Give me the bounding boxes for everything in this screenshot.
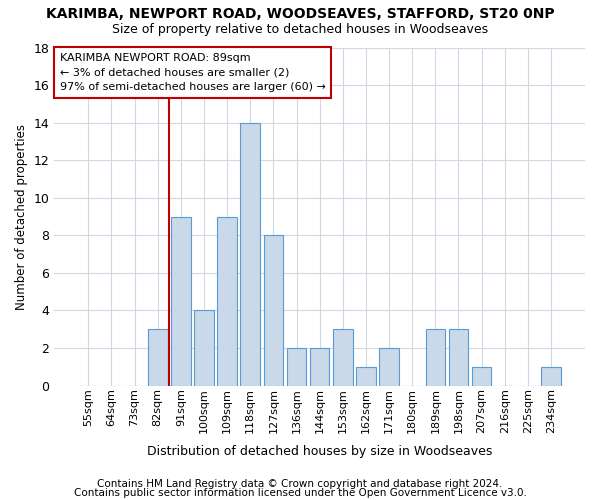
Bar [241,122,260,386]
Bar [171,216,191,386]
Bar [472,367,491,386]
Bar [379,348,399,386]
Bar [333,330,353,386]
X-axis label: Distribution of detached houses by size in Woodseaves: Distribution of detached houses by size … [147,444,493,458]
Bar [356,367,376,386]
Bar [194,310,214,386]
Text: Size of property relative to detached houses in Woodseaves: Size of property relative to detached ho… [112,22,488,36]
Bar [148,330,167,386]
Bar [263,236,283,386]
Bar [310,348,329,386]
Bar [217,216,237,386]
Text: Contains HM Land Registry data © Crown copyright and database right 2024.: Contains HM Land Registry data © Crown c… [97,479,503,489]
Text: Contains public sector information licensed under the Open Government Licence v3: Contains public sector information licen… [74,488,526,498]
Bar [425,330,445,386]
Bar [541,367,561,386]
Y-axis label: Number of detached properties: Number of detached properties [15,124,28,310]
Bar [449,330,469,386]
Text: KARIMBA, NEWPORT ROAD, WOODSEAVES, STAFFORD, ST20 0NP: KARIMBA, NEWPORT ROAD, WOODSEAVES, STAFF… [46,8,554,22]
Bar [287,348,307,386]
Text: KARIMBA NEWPORT ROAD: 89sqm
← 3% of detached houses are smaller (2)
97% of semi-: KARIMBA NEWPORT ROAD: 89sqm ← 3% of deta… [59,52,325,92]
